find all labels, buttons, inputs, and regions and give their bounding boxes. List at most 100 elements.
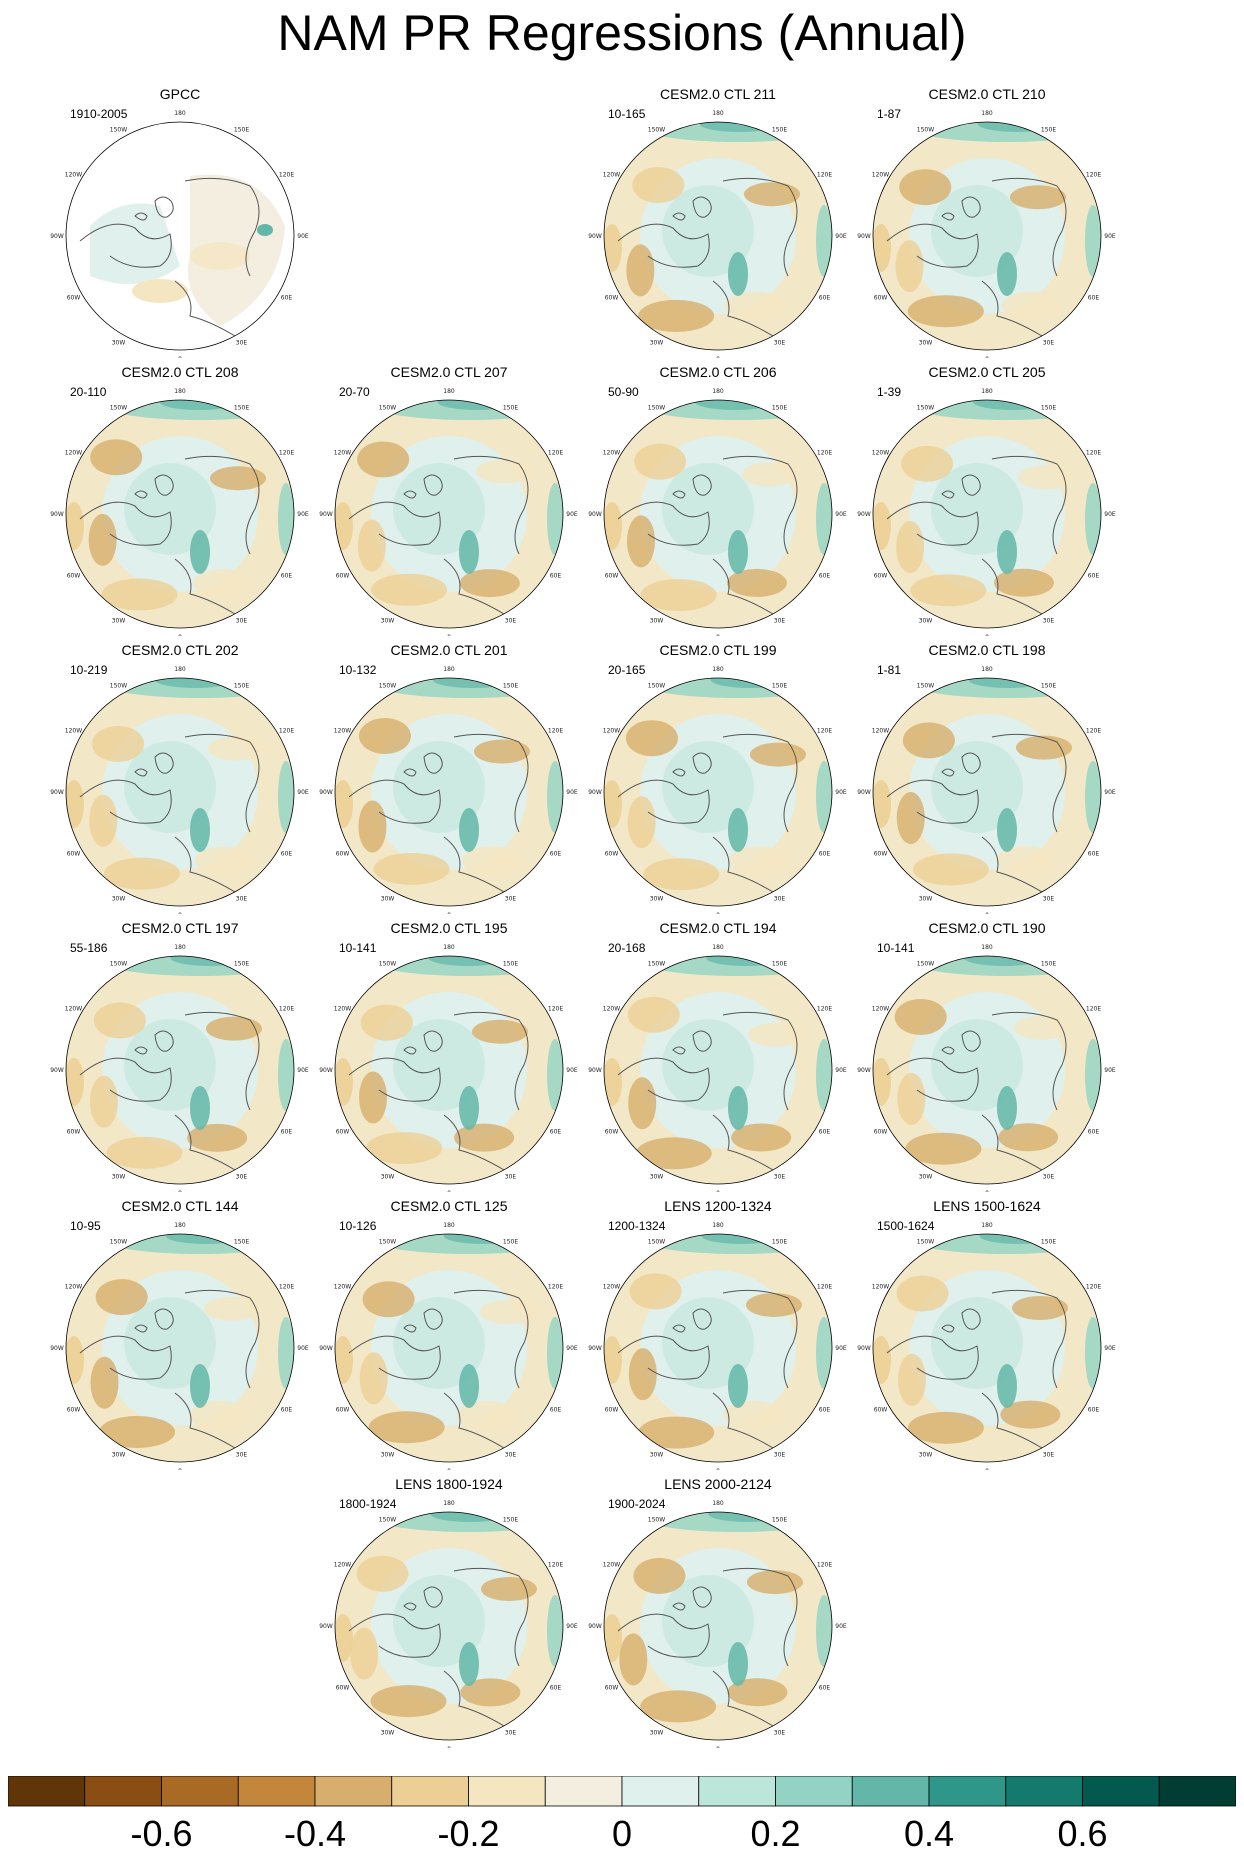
field-teal [701, 1234, 782, 1244]
colorbar-swatch [237, 1776, 316, 1807]
longitude-label: 60E [1088, 295, 1100, 302]
longitude-label: 60E [1088, 851, 1100, 858]
longitude-label: 30E [236, 1174, 248, 1181]
longitude-label: 120E [548, 1562, 563, 1569]
longitude-label: 30E [1043, 896, 1055, 903]
longitude-label: 90W [588, 233, 602, 240]
longitude-label: 150W [917, 682, 934, 689]
longitude-label: 150W [917, 126, 934, 133]
coastlines [886, 177, 1067, 337]
longitude-label: 60E [281, 1129, 293, 1136]
longitude-label: 0 [716, 356, 720, 358]
field-teal [997, 808, 1017, 852]
field-teal [547, 483, 563, 555]
longitude-label: 0 [447, 1468, 451, 1470]
field-blob [899, 169, 952, 206]
colorbar-tick-label: 0.4 [903, 1813, 955, 1854]
panel-period: 1200-1324 [608, 1219, 666, 1233]
longitude-label: 60E [550, 573, 562, 580]
colorbar-tick-label: 0.2 [750, 1813, 801, 1854]
longitude-label: 60W [874, 1407, 888, 1414]
longitude-label: 150E [772, 1516, 787, 1523]
field-blob [724, 291, 785, 320]
field-polar [124, 741, 216, 833]
field-blob [335, 780, 353, 828]
field-blob [189, 1401, 250, 1430]
field-teal [728, 1364, 748, 1408]
field-blob [66, 502, 84, 550]
coastlines [348, 1567, 529, 1727]
field-blob [640, 1690, 717, 1723]
field-blob [454, 1123, 515, 1152]
longitude-label: 60E [819, 1685, 831, 1692]
field-blob [480, 1577, 537, 1602]
longitude-label: 60W [67, 1129, 81, 1136]
field-polar [124, 463, 216, 555]
field-teal [278, 1317, 294, 1389]
polar-map: 180 150W 120W 90W 60W 30W 0 30E 60E 90E 120E 150E [588, 110, 847, 358]
field-teal [1085, 761, 1101, 833]
longitude-label: 0 [178, 1190, 182, 1192]
longitude-label: 30E [774, 340, 786, 347]
longitude-label: 90E [566, 1067, 578, 1074]
field-blob [370, 1685, 447, 1718]
polar-map: 180 150W 120W 90W 60W 30W 0 30E 60E 90E 120E 150E [50, 1222, 309, 1470]
field-teal [432, 678, 513, 688]
longitude-label: 90W [50, 789, 64, 796]
longitude-label: 30W [381, 1730, 395, 1737]
longitude-label: 60W [336, 851, 350, 858]
field-blob [106, 1136, 183, 1169]
map-panel: LENS 1500-1624 1500-1624 180 150W 120W 90W 60W… [857, 1198, 1117, 1470]
field-teal [997, 1364, 1017, 1408]
longitude-label: 30E [236, 340, 248, 347]
field-polar [393, 1297, 485, 1389]
panel-title: CESM2.0 CTL 210 [928, 86, 1046, 102]
longitude-label: 90E [566, 1345, 578, 1352]
longitude-label: 150E [1041, 126, 1056, 133]
longitude-label: 90W [319, 1623, 333, 1630]
polar-map: 180 150W 120W 90W 60W 30W 0 30E 60E 90E 120E 150E [319, 1222, 578, 1470]
map-panel: CESM2.0 CTL 197 55-186 180 150W 120W 90W 60W 30… [50, 920, 310, 1192]
longitude-label: 90W [857, 1345, 871, 1352]
field-blob [638, 299, 715, 332]
panel-period: 1-39 [877, 385, 902, 399]
coastlines [348, 1011, 529, 1171]
panel-title: CESM2.0 CTL 197 [121, 920, 239, 936]
field-blob [996, 846, 1057, 875]
map-boundary [603, 121, 833, 351]
field-blob [625, 720, 678, 757]
field-blob [632, 166, 685, 203]
longitude-label: 0 [178, 912, 182, 914]
longitude-label: 60W [67, 851, 81, 858]
field-teal [816, 761, 832, 833]
field-teal [278, 761, 294, 833]
longitude-label: 60E [550, 1685, 562, 1692]
longitude-label: 30E [505, 896, 517, 903]
field-blob [747, 1022, 804, 1047]
longitude-label: 180 [174, 388, 186, 395]
panel-period: 55-186 [70, 941, 108, 955]
longitude-label: 120E [1086, 172, 1101, 179]
longitude-label: 180 [981, 666, 993, 673]
longitude-label: 30W [650, 896, 664, 903]
field-blob [897, 1072, 926, 1125]
longitude-label: 60W [336, 1129, 350, 1136]
field-blob [746, 1570, 803, 1595]
field-blob [723, 1400, 784, 1429]
longitude-label: 60E [819, 851, 831, 858]
polar-map: 180 150W 120W 90W 60W 30W 0 30E 60E 90E 120E 150E [319, 944, 578, 1192]
longitude-label: 60W [874, 1129, 888, 1136]
longitude-label: 30W [919, 340, 933, 347]
longitude-label: 150W [917, 404, 934, 411]
longitude-label: 60E [1088, 573, 1100, 580]
colorbar-swatch [468, 1776, 546, 1807]
field-teal [459, 1364, 479, 1408]
longitude-label: 0 [178, 356, 182, 358]
longitude-label: 60E [819, 295, 831, 302]
longitude-label: 180 [443, 944, 455, 951]
longitude-label: 90W [588, 511, 602, 518]
coastlines [79, 177, 260, 337]
field-blob [604, 1336, 622, 1384]
field-blob [896, 521, 925, 574]
polar-map: 180 150W 120W 90W 60W 30W 0 30E 60E 90E 120E 150E [319, 1500, 578, 1748]
